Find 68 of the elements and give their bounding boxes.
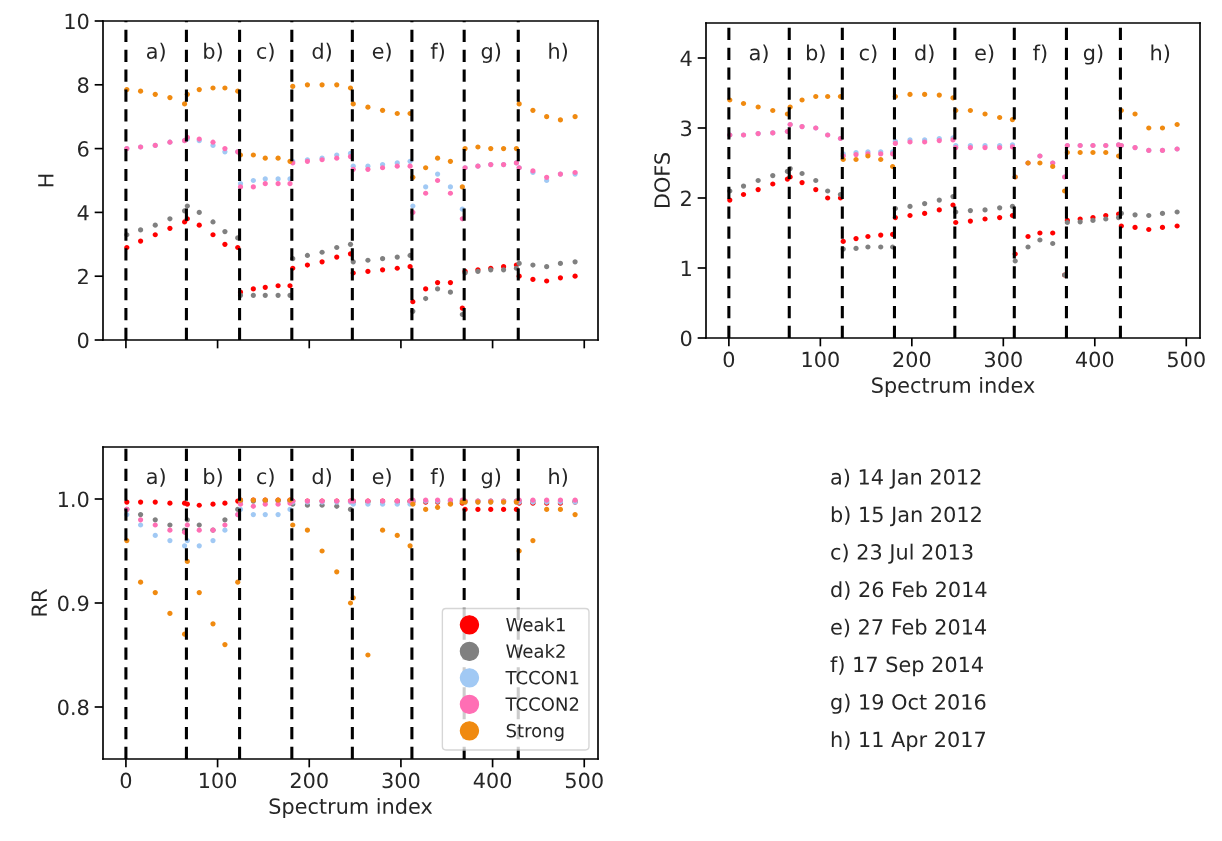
y-tick-label: 0 bbox=[680, 330, 692, 347]
annotation: d) bbox=[312, 42, 331, 62]
text: e) 27 Feb 2014 bbox=[831, 618, 987, 638]
y-tick-label: 2 bbox=[681, 190, 691, 206]
annotation: b) bbox=[204, 42, 222, 62]
annotation: f) bbox=[430, 468, 444, 487]
annotation: e) bbox=[372, 42, 391, 62]
annotation: g) bbox=[1083, 44, 1103, 65]
x-axis-title: Spectrum index bbox=[872, 376, 1035, 398]
annotation: a) bbox=[146, 468, 165, 487]
annotation: a) bbox=[146, 42, 165, 62]
x-tick-label: 100 bbox=[199, 772, 237, 789]
annotation: e) bbox=[975, 44, 994, 63]
legend-label: Strong bbox=[506, 723, 564, 741]
annotation: c) bbox=[859, 44, 877, 63]
y-tick-label: 10 bbox=[65, 13, 89, 30]
annotation: a) bbox=[749, 44, 768, 63]
y-tick-label: 4 bbox=[77, 205, 89, 221]
y-tick-label: 2 bbox=[78, 268, 88, 285]
x-tick-label: 500 bbox=[565, 772, 603, 789]
y-tick-label: 1.0 bbox=[58, 491, 89, 508]
x-tick-label: 500 bbox=[1168, 351, 1205, 368]
legend-label: Weak1 bbox=[506, 617, 565, 632]
y-axis-title: DOFS bbox=[654, 153, 670, 208]
text: c) 23 Jul 2013 bbox=[831, 543, 973, 564]
text: f) 17 Sep 2014 bbox=[830, 656, 983, 677]
text: d) 26 Feb 2014 bbox=[831, 581, 987, 600]
y-axis-title: H bbox=[38, 174, 54, 187]
annotation: h) bbox=[549, 42, 567, 62]
annotation: f) bbox=[1033, 44, 1047, 63]
legend-label: TCCON2 bbox=[505, 697, 579, 711]
x-tick-label: 200 bbox=[290, 772, 328, 789]
y-tick-label: 3 bbox=[681, 120, 692, 137]
annotation: g) bbox=[481, 42, 501, 63]
annotation: d) bbox=[312, 468, 331, 487]
y-tick-label: 1 bbox=[681, 260, 691, 276]
legend-label: TCCON1 bbox=[505, 670, 579, 685]
text: a) 14 Jan 2012 bbox=[831, 468, 981, 489]
x-tick-label: 0 bbox=[723, 351, 735, 368]
text: g) 19 Oct 2016 bbox=[831, 693, 986, 714]
annotation: d) bbox=[915, 44, 934, 63]
annotation: h) bbox=[549, 468, 567, 487]
x-axis-title: Spectrum index bbox=[269, 797, 433, 819]
annotation: c) bbox=[257, 468, 274, 487]
annotation: e) bbox=[372, 468, 391, 487]
x-tick-label: 0 bbox=[120, 772, 132, 789]
text: h) 11 Apr 2017 bbox=[831, 731, 985, 752]
x-tick-label: 200 bbox=[893, 351, 931, 368]
x-tick-label: 100 bbox=[802, 351, 839, 368]
x-tick-label: 400 bbox=[473, 772, 512, 789]
annotation: f) bbox=[430, 42, 444, 62]
y-axis-title: RR bbox=[31, 589, 47, 616]
y-tick-label: 0.9 bbox=[58, 595, 89, 612]
annotation: c) bbox=[257, 42, 274, 62]
y-tick-label: 0 bbox=[77, 332, 89, 349]
legend-label: Weak2 bbox=[506, 643, 565, 658]
y-tick-label: 6 bbox=[78, 141, 89, 157]
x-tick-label: 300 bbox=[985, 351, 1022, 368]
annotation: b) bbox=[204, 468, 222, 487]
annotation: g) bbox=[481, 468, 501, 489]
y-tick-label: 4 bbox=[680, 50, 692, 66]
x-tick-label: 300 bbox=[382, 772, 420, 789]
annotation: h) bbox=[1151, 44, 1170, 63]
x-tick-label: 400 bbox=[1075, 351, 1114, 368]
annotation: b) bbox=[806, 44, 825, 63]
text: b) 15 Jan 2012 bbox=[831, 506, 981, 527]
y-tick-label: 8 bbox=[77, 77, 89, 94]
y-tick-label: 0.8 bbox=[58, 699, 89, 716]
